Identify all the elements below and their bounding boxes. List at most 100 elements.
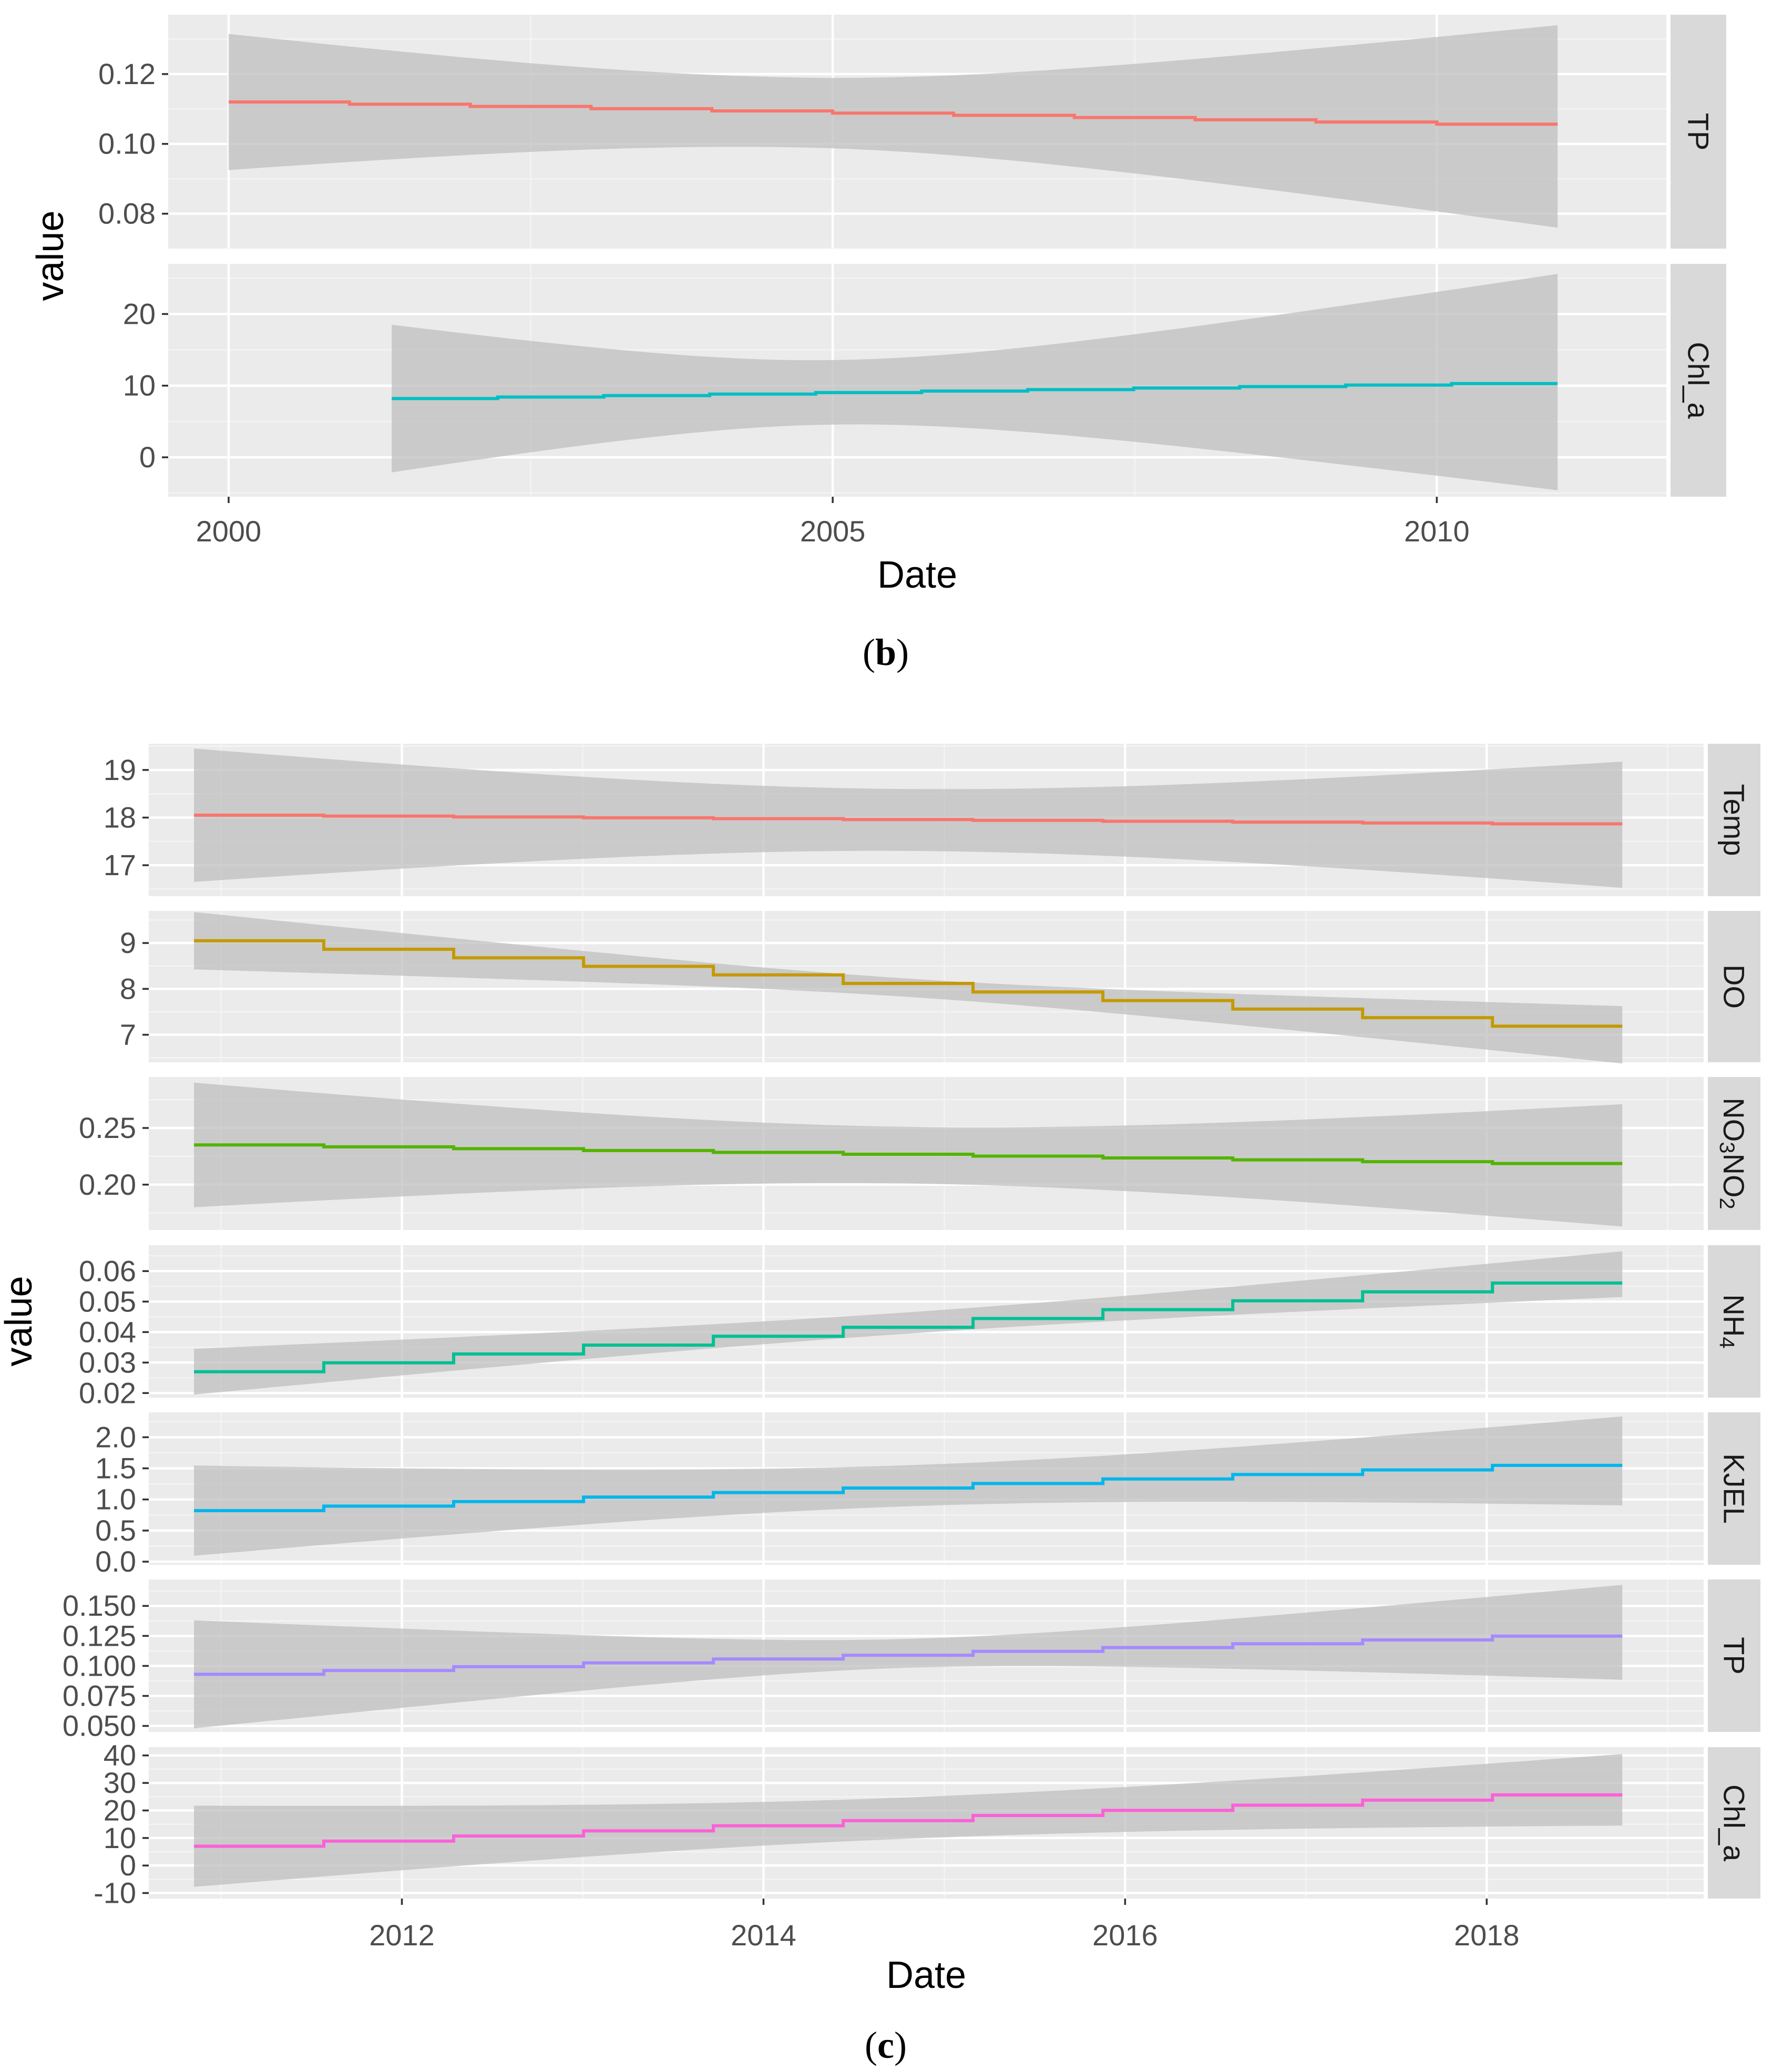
trend-line bbox=[194, 1463, 1623, 1512]
y-tick-label: 20 bbox=[104, 1793, 136, 1827]
facet-strip: NH4 bbox=[1708, 1245, 1760, 1398]
confidence-band bbox=[194, 1416, 1623, 1556]
strip-background bbox=[1708, 1245, 1760, 1398]
y-tick-label: 0.02 bbox=[79, 1376, 136, 1409]
y-tick-label: 0.075 bbox=[63, 1679, 136, 1712]
subfigure-label: (b) bbox=[863, 631, 909, 673]
facet-strip: Chl_a bbox=[1708, 1747, 1760, 1899]
y-tick-label: 0.04 bbox=[79, 1315, 136, 1348]
strip-subscript: 4 bbox=[1715, 1337, 1738, 1348]
x-tick-label: 2016 bbox=[1092, 1919, 1158, 1952]
x-tick-label: 2000 bbox=[196, 515, 262, 548]
paren-close: ) bbox=[894, 2024, 907, 2066]
y-tick-label: 0.12 bbox=[98, 57, 156, 90]
trend-line bbox=[228, 100, 1558, 126]
y-tick-label: 0.5 bbox=[95, 1514, 136, 1547]
y-tick-label: 0.150 bbox=[63, 1589, 136, 1622]
facet-no3no2-c: 0.200.25 NO3NO2 bbox=[79, 1077, 1760, 1230]
trend-line bbox=[392, 382, 1558, 401]
y-tick-label: -10 bbox=[94, 1876, 136, 1910]
strip-subscript: 3 bbox=[1715, 1142, 1738, 1153]
x-tick-label: 2018 bbox=[1454, 1919, 1520, 1952]
strip-label: NH4 bbox=[1715, 1294, 1751, 1348]
facet-strip: DO bbox=[1708, 911, 1760, 1062]
y-tick-label: 10 bbox=[123, 369, 156, 402]
facet-strip: NO3NO2 bbox=[1708, 1077, 1760, 1230]
y-tick-label: 0.08 bbox=[98, 197, 156, 230]
strip-background bbox=[1708, 1579, 1760, 1732]
y-tick-label: 30 bbox=[104, 1766, 136, 1799]
confidence-band bbox=[194, 1251, 1623, 1395]
facet-strip: Temp bbox=[1708, 744, 1760, 896]
y-tick-label: 7 bbox=[120, 1018, 136, 1051]
trend-line bbox=[194, 1143, 1623, 1165]
facet-strip: Chl_a bbox=[1671, 264, 1726, 497]
strip-background bbox=[1708, 1412, 1760, 1565]
confidence-band bbox=[228, 25, 1558, 228]
y-tick-label: 1.5 bbox=[95, 1452, 136, 1485]
facet-strip: TP bbox=[1671, 15, 1726, 249]
facet-tp-b: 0.08 0.10 0.12 TP bbox=[98, 15, 1726, 250]
y-tick-label: 0.0 bbox=[95, 1545, 136, 1578]
strip-label: KJEL bbox=[1718, 1453, 1751, 1524]
y-tick-label: 0.20 bbox=[79, 1168, 136, 1201]
trend-line bbox=[194, 813, 1623, 826]
strip-background bbox=[1708, 1747, 1760, 1899]
paren-open: ( bbox=[863, 631, 875, 673]
subfigure-letter: b bbox=[875, 631, 896, 673]
strip-label: NO3NO2 bbox=[1715, 1097, 1751, 1209]
strip-text: NH bbox=[1718, 1294, 1751, 1337]
trend-line bbox=[194, 939, 1623, 1028]
y-tick-label: 0.06 bbox=[79, 1254, 136, 1287]
y-tick-label: 0.125 bbox=[63, 1619, 136, 1652]
x-axis-title: Date bbox=[877, 554, 957, 596]
y-tick-label: 8 bbox=[120, 972, 136, 1005]
x-axis: 2000 2005 2010 Date bbox=[196, 497, 1470, 596]
confidence-band bbox=[194, 912, 1623, 1064]
paren-open: ( bbox=[865, 2024, 877, 2066]
y-tick-label: 10 bbox=[104, 1821, 136, 1854]
x-tick-label: 2012 bbox=[369, 1919, 435, 1952]
trend-line bbox=[194, 1634, 1623, 1676]
facet-strip: KJEL bbox=[1708, 1412, 1760, 1565]
facet-nh4-c: 0.020.030.040.050.06 NH4 bbox=[79, 1245, 1760, 1409]
x-axis-title: Date bbox=[886, 1954, 966, 1996]
y-tick-label: 0 bbox=[139, 440, 156, 474]
strip-background bbox=[1708, 1077, 1760, 1230]
y-tick-label: 0.05 bbox=[79, 1285, 136, 1318]
y-tick-label: 19 bbox=[104, 753, 136, 786]
strip-text: NO bbox=[1718, 1154, 1751, 1198]
strip-label: TP bbox=[1682, 113, 1715, 151]
subfigure-letter: c bbox=[877, 2024, 894, 2066]
y-tick-label: 20 bbox=[123, 297, 156, 330]
strip-label: TP bbox=[1718, 1637, 1751, 1675]
trend-line bbox=[194, 1281, 1623, 1373]
strip-label: DO bbox=[1718, 965, 1751, 1009]
x-tick-label: 2014 bbox=[731, 1919, 796, 1952]
facet-temp-c: 17 18 19 Temp bbox=[104, 744, 1760, 896]
y-tick-label: 0.100 bbox=[63, 1649, 136, 1682]
strip-background bbox=[1671, 264, 1726, 497]
subfigure-label: (c) bbox=[865, 2024, 907, 2066]
paren-close: ) bbox=[896, 631, 909, 673]
strip-subscript: 2 bbox=[1715, 1198, 1738, 1209]
facet-chl_a-b: 0 10 20 Chl_a bbox=[123, 264, 1726, 497]
y-tick-label: 0.10 bbox=[98, 127, 156, 160]
y-tick-label: 1.0 bbox=[95, 1483, 136, 1516]
facet-do-c: 7 8 9 DO bbox=[120, 911, 1760, 1064]
facet-kjel-c: 0.00.51.01.52.0 KJEL bbox=[95, 1412, 1760, 1578]
y-tick-label: 2.0 bbox=[95, 1420, 136, 1453]
confidence-band bbox=[392, 274, 1558, 490]
facet-strip: TP bbox=[1708, 1579, 1760, 1732]
x-tick-label: 2005 bbox=[800, 515, 866, 548]
y-tick-label: 0.050 bbox=[63, 1709, 136, 1742]
strip-text: NO bbox=[1718, 1097, 1751, 1142]
strip-label: Temp bbox=[1718, 784, 1751, 856]
strip-background bbox=[1708, 744, 1760, 896]
strip-label: Chl_a bbox=[1718, 1784, 1751, 1862]
strip-label: Chl_a bbox=[1682, 342, 1715, 419]
x-axis: 2012 2014 2016 2018 Date bbox=[369, 1899, 1520, 1996]
y-tick-label: 0 bbox=[120, 1849, 136, 1882]
